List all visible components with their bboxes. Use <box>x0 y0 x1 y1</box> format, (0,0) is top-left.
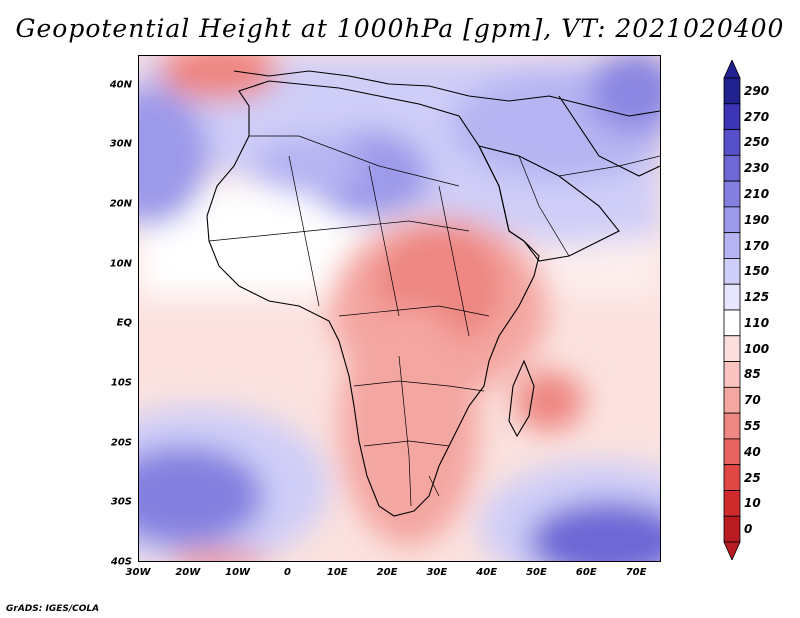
x-tick-label: 30W <box>125 567 151 578</box>
colorbar-label: 70 <box>744 393 761 408</box>
africa-coastline <box>206 80 540 517</box>
y-tick-label: 40N <box>109 79 132 91</box>
country-borders <box>208 135 660 507</box>
colorbar-label: 170 <box>744 238 770 253</box>
colorbar-label: 230 <box>744 161 770 176</box>
colorbar-swatch <box>723 154 741 182</box>
colorbar-swatch <box>723 361 741 388</box>
x-tick-label: 50E <box>526 567 547 578</box>
colorbar-label: 290 <box>744 83 770 98</box>
y-tick-label: 20S <box>110 437 132 449</box>
border-line <box>518 155 570 257</box>
x-tick-label: 30E <box>426 567 448 578</box>
colorbar-swatch <box>723 412 741 440</box>
colorbar-swatch <box>723 515 741 543</box>
x-tick-label: 40E <box>476 567 498 578</box>
field-high-asia <box>589 56 660 131</box>
europe-coastline <box>233 70 660 117</box>
y-tick-label: 40S <box>110 556 132 568</box>
colorbar-label: 100 <box>744 341 770 356</box>
colorbar-label: 190 <box>744 212 770 227</box>
colorbar-swatch <box>723 258 741 285</box>
map-panel <box>138 55 661 562</box>
colorbar-label: 210 <box>744 187 770 201</box>
border-line <box>338 305 490 317</box>
map-canvas <box>139 56 660 561</box>
border-line <box>208 220 470 242</box>
colorbar-label: 55 <box>744 419 761 433</box>
field-low-madagascar <box>514 371 584 431</box>
height-field <box>139 56 660 561</box>
border-line <box>363 440 450 447</box>
border-line <box>368 165 400 317</box>
colorbar-swatch <box>723 438 741 466</box>
colorbar-arrow-top <box>723 60 741 79</box>
colorbar-label: 110 <box>744 315 770 330</box>
colorbar-swatch <box>723 77 741 105</box>
border-line <box>353 380 485 392</box>
y-tick-label: 30N <box>109 138 132 150</box>
colorbar-label: 125 <box>744 290 770 305</box>
chart-title: Geopotential Height at 1000hPa [gpm], VT… <box>15 14 785 43</box>
x-tick-label: 0 <box>283 567 291 578</box>
colorbar-swatch <box>723 464 741 491</box>
field-low-southern-africa <box>339 306 479 546</box>
colorbar-swatch <box>723 283 741 311</box>
field-high-south-atlantic <box>139 446 264 546</box>
field-high-sahara-west <box>254 136 364 196</box>
colorbar-label: 85 <box>744 367 761 382</box>
colorbar-label: 270 <box>744 109 770 124</box>
colorbar-label: 250 <box>744 135 770 150</box>
field-low-south <box>169 551 269 561</box>
border-line <box>249 135 460 187</box>
x-tick-label: 20W <box>175 567 201 578</box>
border-line <box>288 155 320 307</box>
border-line <box>428 475 440 497</box>
y-tick-label: 10S <box>110 377 132 389</box>
madagascar-coastline <box>508 359 535 438</box>
field-high-atlantic <box>139 86 209 226</box>
colorbar <box>723 60 741 560</box>
asia-coastline <box>558 95 660 177</box>
x-tick-label: 70E <box>625 567 647 578</box>
colorbar-swatch <box>723 386 741 414</box>
colorbar-swatch <box>723 206 741 234</box>
field-high-indian-ocean <box>529 501 660 561</box>
colorbar-label: 40 <box>744 444 761 459</box>
colorbar-swatch <box>723 129 741 156</box>
x-tick-label: 20E <box>376 567 398 578</box>
grads-credit: GrADS: IGES/COLA <box>6 604 100 614</box>
y-tick-label: 10N <box>109 258 132 270</box>
colorbar-arrow-bottom <box>723 541 741 560</box>
border-line <box>558 155 660 177</box>
colorbar-label: 25 <box>744 470 761 485</box>
colorbar-swatch <box>723 103 741 130</box>
colorbar-swatch <box>723 180 741 208</box>
colorbar-swatch <box>723 335 741 362</box>
colorbar-label: 0 <box>744 522 753 537</box>
field-low-iberia <box>159 56 279 101</box>
colorbar-swatch <box>723 309 741 337</box>
y-tick-label: 20N <box>109 198 132 210</box>
x-tick-label: 10E <box>326 567 348 578</box>
border-line <box>398 355 412 507</box>
colorbar-label: 150 <box>744 264 770 279</box>
colorbar-swatch <box>723 232 741 259</box>
x-tick-label: 10W <box>225 567 251 578</box>
colorbar-swatch <box>723 490 741 517</box>
y-tick-label: 30S <box>110 496 132 508</box>
y-tick-label: EQ <box>116 317 132 329</box>
x-tick-label: 60E <box>575 567 597 578</box>
colorbar-label: 10 <box>744 496 761 511</box>
